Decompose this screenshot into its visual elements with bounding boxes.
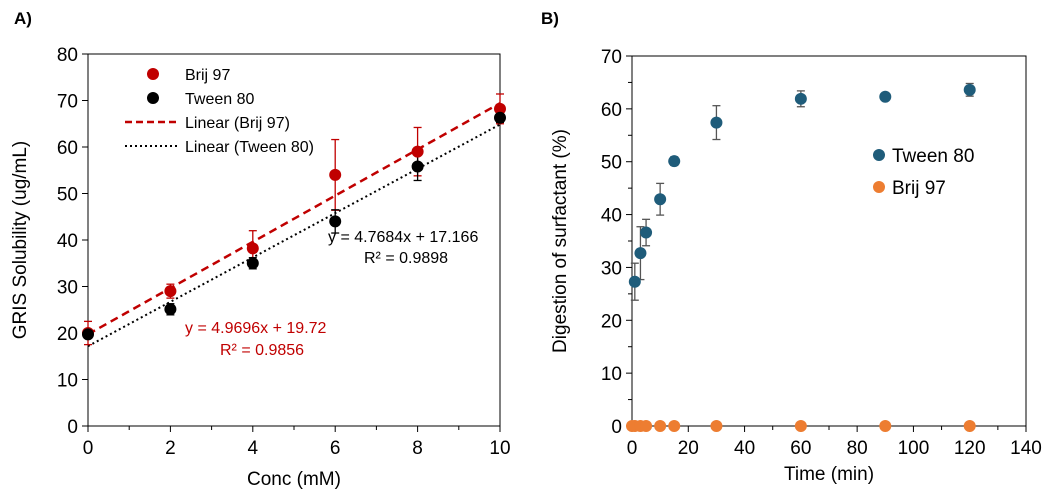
x-tick-label: 6 [330,438,341,459]
data-point-tween-80 [640,226,653,239]
panel-a-x-axis-label: Conc (mM) [247,469,341,490]
x-tick-label: 80 [847,438,868,459]
y-tick-label: 80 [57,45,78,66]
y-tick-label: 60 [601,100,622,121]
x-tick-label: 100 [898,438,930,459]
x-tick-label: 40 [734,438,755,459]
legend-marker-brij97 [147,68,159,80]
data-point-tween-80 [329,215,342,228]
x-tick-label: 10 [489,438,510,459]
r2-brij97: R² = 0.9856 [220,342,304,359]
data-point-brij-97 [963,420,976,432]
x-tick-label: 2 [165,438,176,459]
data-point-tween-80 [654,193,667,206]
data-point-brij-97 [329,168,342,181]
equation-brij97: y = 4.9696x + 19.72 [185,320,327,337]
data-point-brij-97 [246,242,259,255]
legend-marker-tween80 [147,92,159,104]
trendline-0 [87,102,501,336]
legend-label-tween80: Tween 80 [185,91,254,108]
data-point-brij-97 [640,420,653,432]
panel-b-legend: Tween 80 Brij 97 [873,146,974,199]
r2-tween80: R² = 0.9898 [364,250,448,267]
panel-a-label: A) [14,9,32,28]
y-tick-label: 0 [611,417,622,438]
data-point-tween-80 [628,275,641,288]
y-tick-label: 40 [57,231,78,252]
x-tick-label: 4 [248,438,259,459]
data-point-tween-80 [411,160,424,173]
data-point-brij-97 [879,420,892,432]
data-point-tween-80 [164,303,177,316]
y-tick-label: 0 [67,417,78,438]
y-tick-label: 60 [57,138,78,159]
data-point-tween-80 [879,90,892,103]
legend-label-tween80-b: Tween 80 [892,146,974,167]
y-tick-label: 30 [57,278,78,299]
data-point-tween-80 [82,328,94,341]
data-point-tween-80 [710,116,723,129]
y-tick-label: 70 [601,47,622,68]
panel-a-legend: Brij 97 Tween 80 Linear (Brij 97) Linear… [125,67,314,156]
panel-b-y-axis-label: Digestion of surfactant (%) [550,129,571,353]
data-point-brij-97 [164,285,177,298]
data-point-brij-97 [710,420,723,432]
panel-b: B) 0 20 40 60 80 100 120 140 0 10 20 30 40 50 60 70 Twe… [541,9,1042,485]
data-point-tween-80 [668,155,681,168]
y-tick-label: 70 [57,92,78,113]
x-tick-label: 20 [678,438,699,459]
y-tick-label: 10 [57,371,78,392]
x-tick-label: 0 [627,438,638,459]
x-tick-label: 140 [1010,438,1042,459]
data-point-tween-80 [494,111,506,124]
x-tick-label: 8 [412,438,423,459]
y-tick-label: 20 [601,311,622,332]
y-tick-label: 50 [57,185,78,206]
panel-b-label: B) [541,9,559,28]
data-point-brij-97 [411,145,424,158]
y-tick-label: 30 [601,258,622,279]
data-point-tween-80 [794,92,807,105]
legend-marker-tween80-b [873,149,885,161]
panel-b-x-axis-label: Time (min) [784,464,874,485]
x-tick-label: 120 [954,438,986,459]
y-tick-label: 10 [601,364,622,385]
data-point-brij-97 [668,420,681,432]
data-point-brij-97 [494,102,506,115]
legend-label-linear-brij97: Linear (Brij 97) [185,115,290,132]
legend-label-brij97-b: Brij 97 [892,178,946,199]
equation-tween80: y = 4.7684x + 17.166 [328,229,478,246]
data-point-brij-97 [794,420,807,432]
legend-label-linear-tween80: Linear (Tween 80) [185,139,314,156]
data-point-tween-80 [246,257,259,270]
data-point-brij-97 [654,420,667,432]
y-tick-label: 50 [601,153,622,174]
panel-a-y-axis-label: GRIS Solubility (ug/mL) [10,141,31,340]
y-tick-label: 40 [601,206,622,227]
x-tick-label: 60 [790,438,811,459]
legend-marker-brij97-b [873,181,885,193]
legend-label-brij97: Brij 97 [185,67,230,84]
data-point-tween-80 [634,247,647,260]
data-point-tween-80 [963,83,976,96]
y-tick-label: 20 [57,324,78,345]
panel-a: A) 0 2 4 6 8 10 0 10 20 30 40 50 60 70 80 Brij 97 Twee… [10,9,511,490]
x-tick-label: 0 [83,438,94,459]
